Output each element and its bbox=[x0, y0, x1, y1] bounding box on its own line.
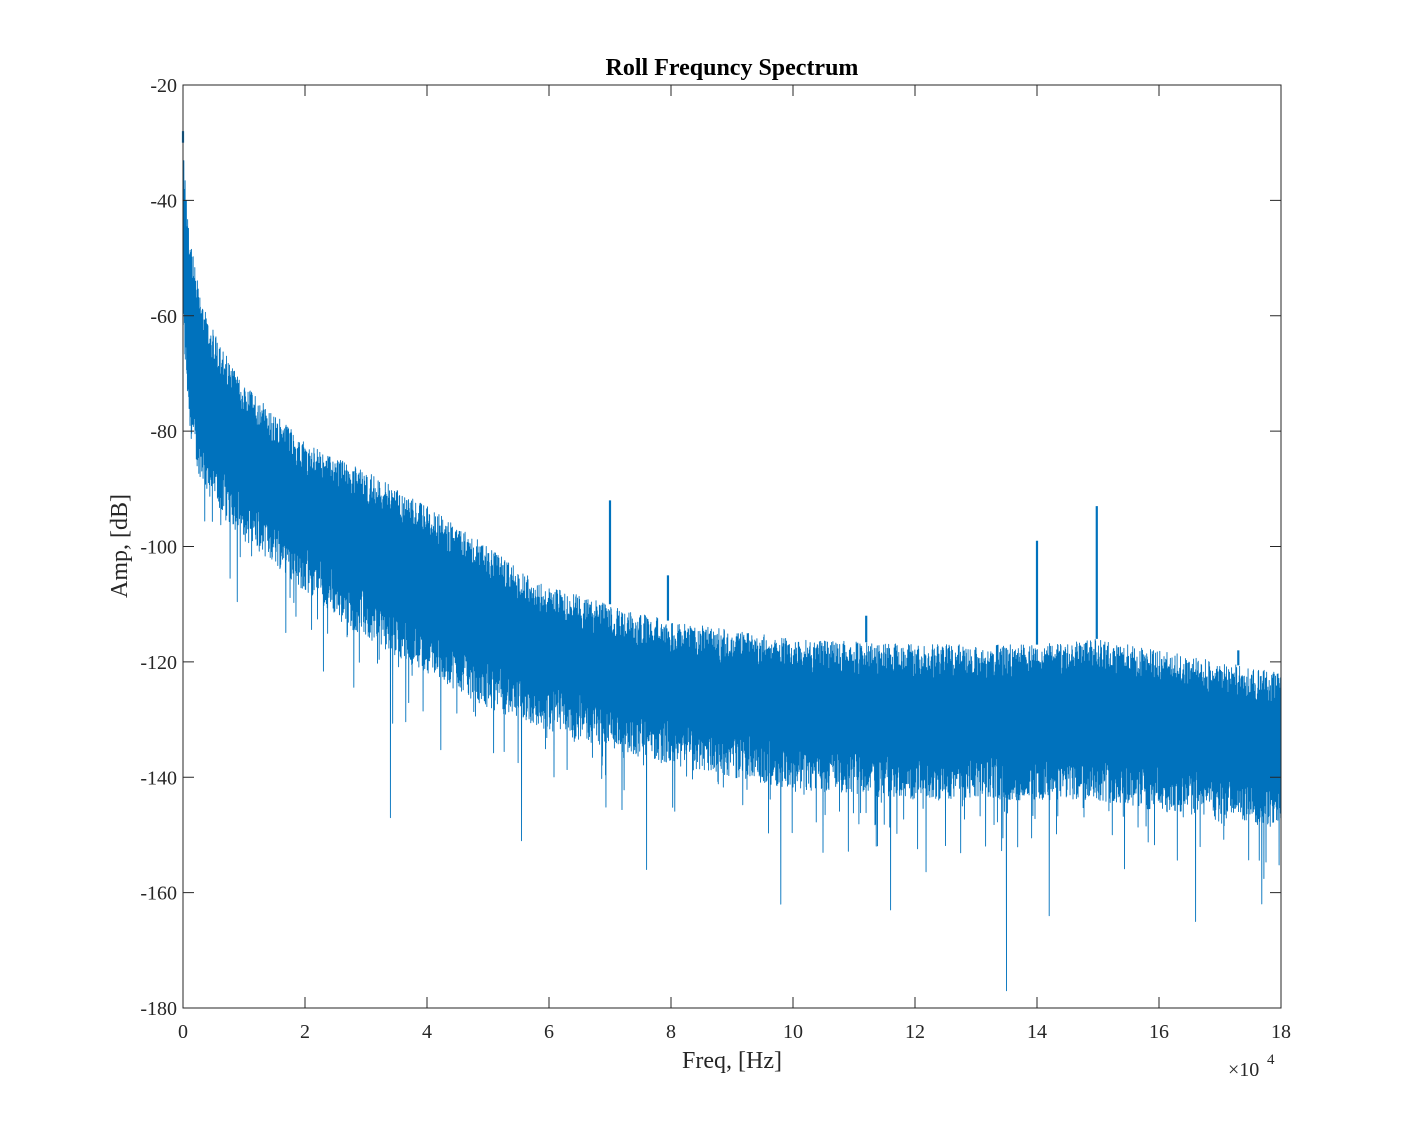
x-axis-ticks: 0 2 4 6 8 10 12 14 16 18 bbox=[178, 85, 1291, 1043]
x-axis-exponent: ×10 4 bbox=[1228, 1052, 1275, 1081]
spectrum-line bbox=[182, 131, 1282, 992]
y-tick-label: -100 bbox=[140, 537, 177, 559]
x-exponent-base: ×10 bbox=[1228, 1059, 1259, 1081]
y-axis-label: Amp, [dB] bbox=[107, 494, 133, 598]
spectrum-series bbox=[181, 131, 1282, 992]
y-tick-label: -20 bbox=[150, 75, 177, 97]
x-tick-label: 12 bbox=[905, 1021, 925, 1043]
x-exponent-power: 4 bbox=[1267, 1052, 1275, 1068]
x-axis-label: Freq, [Hz] bbox=[682, 1048, 782, 1074]
y-tick-label: -40 bbox=[150, 190, 177, 212]
y-tick-label: -80 bbox=[150, 421, 177, 443]
x-tick-label: 10 bbox=[783, 1021, 803, 1043]
x-tick-label: 4 bbox=[422, 1021, 432, 1043]
x-tick-label: 14 bbox=[1027, 1021, 1047, 1043]
plot-area bbox=[181, 84, 1282, 1009]
y-tick-label: -140 bbox=[140, 767, 177, 789]
y-tick-label: -60 bbox=[150, 306, 177, 328]
x-tick-label: 2 bbox=[300, 1021, 310, 1043]
y-axis-ticks: -20 -40 -60 -80 -100 -120 -140 -160 -180 bbox=[140, 75, 1281, 1020]
x-tick-label: 16 bbox=[1149, 1021, 1169, 1043]
chart-title: Roll Frequncy Spectrum bbox=[606, 55, 859, 81]
x-tick-label: 0 bbox=[178, 1021, 188, 1043]
x-tick-label: 8 bbox=[666, 1021, 676, 1043]
y-tick-label: -160 bbox=[140, 883, 177, 905]
x-tick-label: 18 bbox=[1271, 1021, 1291, 1043]
y-tick-label: -180 bbox=[140, 998, 177, 1020]
x-tick-label: 6 bbox=[544, 1021, 554, 1043]
y-tick-label: -120 bbox=[140, 652, 177, 674]
